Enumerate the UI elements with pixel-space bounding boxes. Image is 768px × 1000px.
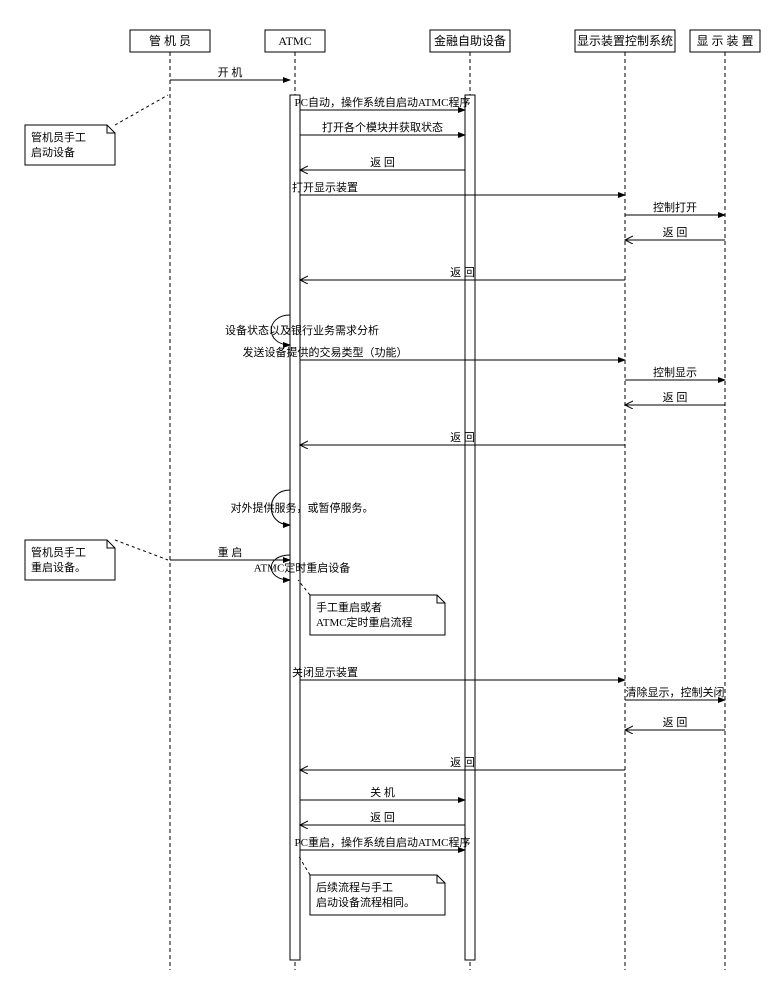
msg-label-18: 返 回 xyxy=(663,716,688,729)
note-box-1 xyxy=(25,540,115,580)
note-text-3-0: 后续流程与手工 xyxy=(316,880,393,894)
msg-label-2: 打开各个模块并获取状态 xyxy=(322,120,443,134)
msg-label-17: 清除显示，控制关闭 xyxy=(626,685,725,699)
msg-label-22: PC重启，操作系统自启动ATMC程序 xyxy=(294,835,470,849)
msg-label-16: 关闭显示装置 xyxy=(292,665,358,679)
msg-label-7: 返 回 xyxy=(450,266,475,279)
note-text-2-0: 手工重启或者 xyxy=(316,600,382,614)
note-connector-1 xyxy=(115,540,168,560)
msg-label-4: 打开显示装置 xyxy=(292,180,358,194)
msg-label-10: 控制显示 xyxy=(653,365,697,379)
note-text-2-1: ATMC定时重启流程 xyxy=(316,615,413,629)
msg-label-14: 重 启 xyxy=(218,545,243,559)
note-text-3-1: 启动设备流程相同。 xyxy=(316,895,415,909)
note-box-0 xyxy=(25,125,115,165)
msg-label-0: 开 机 xyxy=(218,65,243,79)
msg-label-21: 返 回 xyxy=(370,811,395,824)
msg-label-9: 发送设备提供的交易类型（功能） xyxy=(243,345,408,359)
note-box-2 xyxy=(310,595,445,635)
msg-label-20: 关 机 xyxy=(370,785,395,799)
msg-label-1: PC自动，操作系统自启动ATMC程序 xyxy=(294,95,470,109)
self-msg-label-15: ATMC定时重启设备 xyxy=(254,561,351,575)
msg-label-19: 返 回 xyxy=(450,756,475,769)
note-text-0-0: 管机员手工 xyxy=(31,130,86,144)
msg-label-11: 返 回 xyxy=(663,391,688,404)
msg-label-5: 控制打开 xyxy=(653,200,697,214)
lifeline-label-device: 金融自助设备 xyxy=(434,33,506,48)
sequence-diagram: 管 机 员 ATMC 金融自助设备 显示装置控制系统 显 示 装 置开 机 PC自动，操作… xyxy=(0,0,768,1000)
note-connector-0 xyxy=(115,95,168,125)
lifeline-label-atmc: ATMC xyxy=(278,34,311,48)
lifeline-label-display: 显 示 装 置 xyxy=(696,34,753,48)
msg-label-6: 返 回 xyxy=(663,226,688,239)
msg-label-12: 返 回 xyxy=(450,431,475,444)
note-text-1-0: 管机员手工 xyxy=(31,545,86,559)
msg-label-3: 返 回 xyxy=(370,156,395,169)
activation-device xyxy=(465,95,475,960)
self-msg-label-13: 对外提供服务，或暂停服务。 xyxy=(231,501,374,515)
note-text-1-1: 重启设备。 xyxy=(31,560,86,574)
lifeline-label-dispctl: 显示装置控制系统 xyxy=(577,34,673,48)
self-msg-label-8: 设备状态以及银行业务需求分析 xyxy=(225,323,379,337)
activation-atmc xyxy=(290,95,300,960)
lifeline-label-operator: 管 机 员 xyxy=(149,33,191,48)
note-text-0-1: 启动设备 xyxy=(31,145,75,159)
note-box-3 xyxy=(310,875,445,915)
